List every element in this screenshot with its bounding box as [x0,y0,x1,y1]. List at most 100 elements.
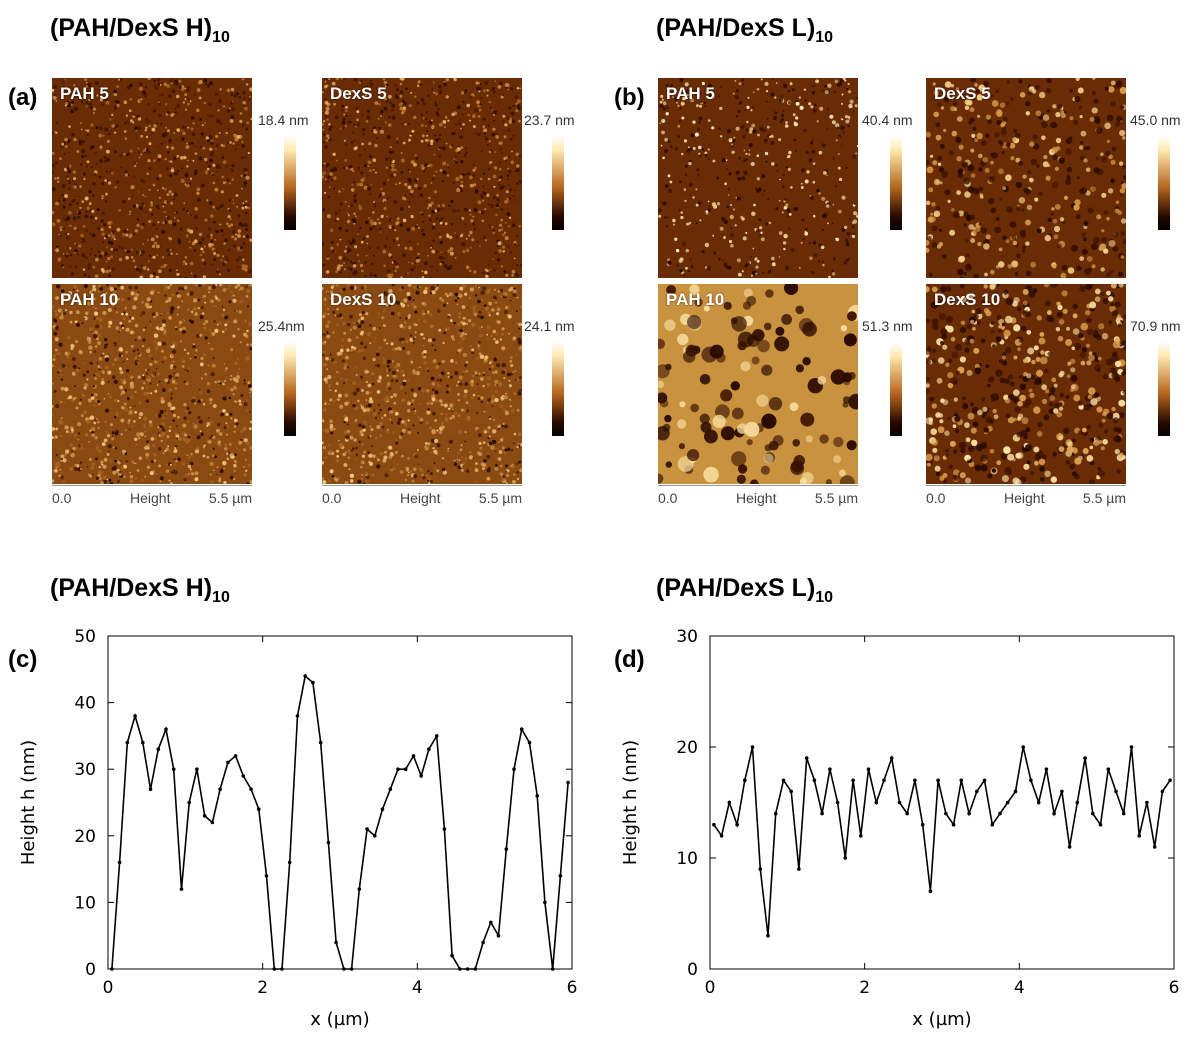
data-point [458,967,462,971]
data-point [750,745,755,749]
scale-bar: 0.0 Height 5.5 µm [322,490,522,510]
data-point [450,953,454,958]
title-a: (PAH/DexS H)10 [50,14,230,46]
data-point [543,900,547,905]
data-point [257,807,261,811]
afm-image-label: DexS 10 [330,290,397,309]
scale-bar-start: 0.0 [926,490,946,506]
scale-bar-end: 5.5 µm [814,490,858,506]
scale-bar-middle: Height [736,490,777,506]
y-tick-label: 30 [676,627,698,647]
scale-bar-line [926,485,1126,486]
scale-bar-line [658,485,858,486]
data-point [951,822,956,827]
color-scale-bar [890,136,902,230]
scale-bar-line [52,485,252,486]
x-tick-label: 0 [103,978,114,998]
data-point [851,778,855,783]
data-point [1114,789,1118,794]
data-point [527,740,532,745]
afm-image: DexS 10 [926,284,1126,484]
data-point [913,778,917,783]
panel-letter-b: (b) [614,84,645,111]
color-scale-max-label: 25.4nm [258,318,305,334]
data-point [550,967,555,971]
data-point [287,860,292,865]
data-point [959,778,964,783]
data-point [835,800,840,805]
afm-image-label: PAH 5 [666,84,715,103]
scale-bar-end: 5.5 µm [478,490,522,506]
y-tick-label: 30 [74,760,96,780]
data-point [434,734,439,738]
data-point [735,822,739,827]
y-tick-label: 10 [74,893,96,913]
color-scale-max-label: 45.0 nm [1130,112,1181,128]
color-scale-max-label: 40.4 nm [862,112,913,128]
data-point [558,874,563,878]
data-point [712,822,716,827]
data-point [1160,789,1165,794]
data-point [388,787,393,791]
data-point [519,727,524,731]
data-point [1106,767,1111,771]
data-point [1036,800,1041,805]
data-point [789,789,793,794]
data-point [859,834,863,838]
afm-image: DexS 10 [322,284,522,484]
data-point [975,789,979,794]
data-point [1091,811,1095,816]
data-point [342,967,346,971]
data-point [171,767,176,771]
data-point [365,827,369,831]
data-point [812,778,817,783]
data-point [380,807,385,811]
data-point [758,867,763,871]
color-scale-max-label: 70.9 nm [1130,318,1181,334]
data-point [496,933,501,938]
color-scale-max-label: 23.7 nm [524,112,575,128]
data-point [349,967,354,971]
scale-bar-middle: Height [130,490,171,506]
data-point [1121,811,1126,816]
afm-image: PAH 10 [658,284,858,484]
data-point [897,800,902,805]
data-point [264,874,269,878]
afm-image: PAH 5 [658,78,858,278]
data-point [781,778,786,783]
data-point [1145,800,1149,805]
series-line [111,674,569,970]
color-scale-max-label: 18.4 nm [258,112,309,128]
color-scale-bar [284,136,296,230]
scale-bar-start: 0.0 [52,490,72,506]
data-point [1060,789,1064,794]
data-point [1029,778,1033,783]
data-point [512,767,516,771]
data-point [489,920,493,925]
data-point [982,778,987,783]
data-point [928,889,933,894]
data-point [1137,834,1141,838]
afm-image: PAH 5 [52,78,252,278]
y-tick-label: 10 [676,849,698,869]
data-point [920,822,925,827]
scale-bar: 0.0 Height 5.5 µm [658,490,858,510]
data-point [1098,822,1103,827]
data-point [1044,767,1049,771]
data-point [481,940,485,945]
color-scale-bar [890,342,902,436]
y-tick-label: 20 [74,827,96,847]
data-point [187,800,191,805]
data-point [797,867,801,871]
x-axis-label: x (µm) [310,1009,369,1030]
data-point [1005,800,1010,805]
data-point [411,754,416,758]
data-point [804,756,809,760]
data-point [110,967,114,971]
data-point [141,740,145,745]
data-point [828,767,832,771]
data-point [249,787,253,791]
panel-letter-c: (c) [8,646,38,673]
data-point [905,811,909,816]
data-point [465,967,470,971]
